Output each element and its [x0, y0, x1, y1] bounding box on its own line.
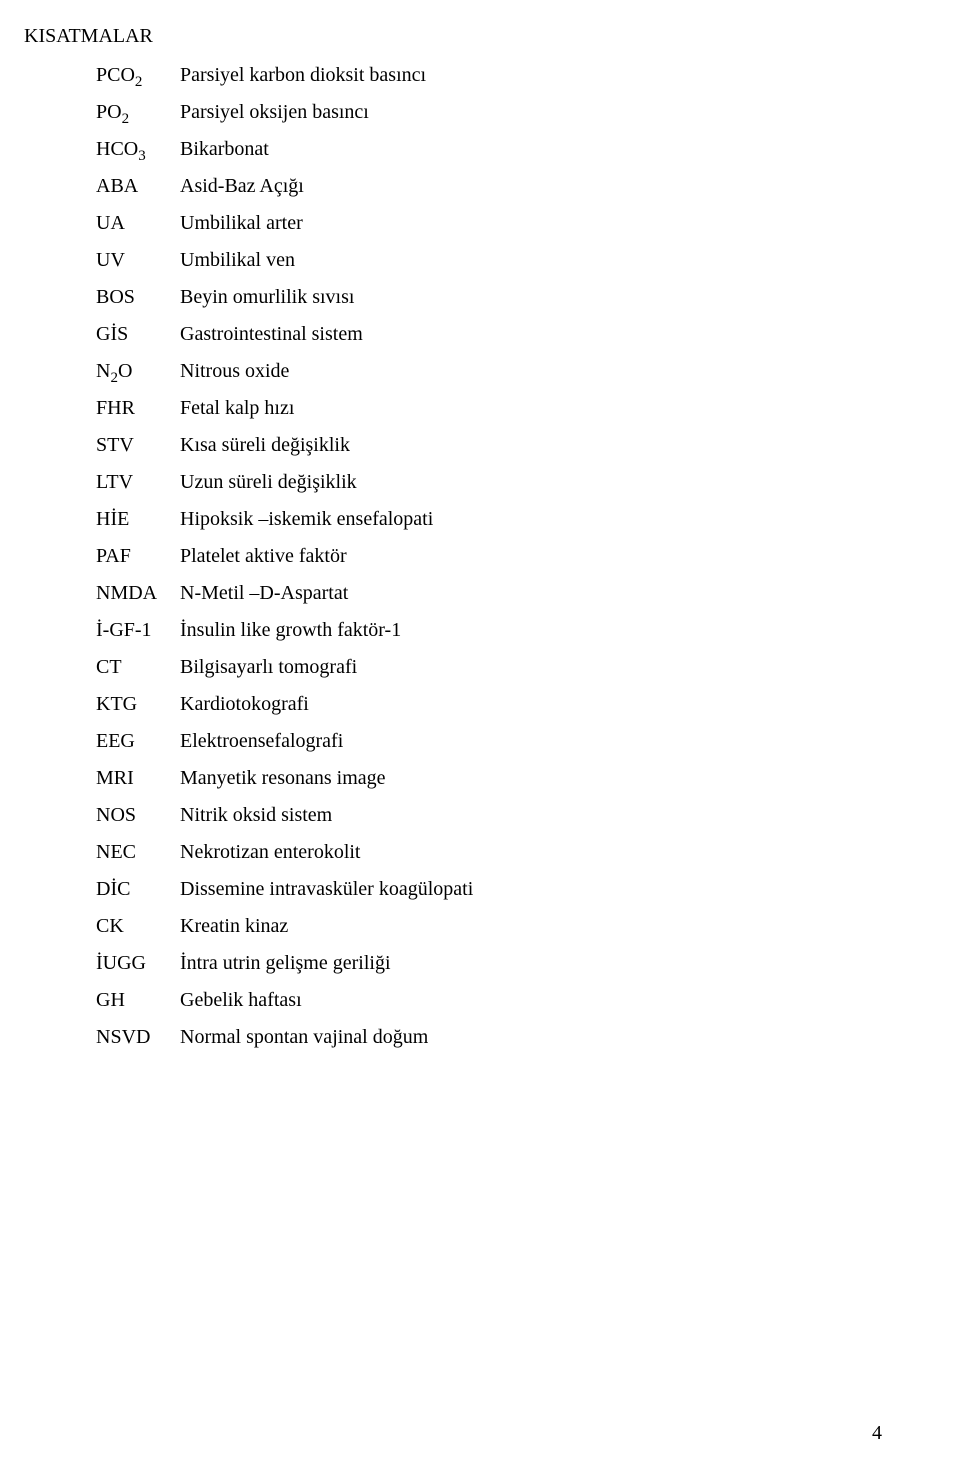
abbrev-description: Fetal kalp hızı	[180, 390, 294, 427]
abbrev-description: Parsiyel karbon dioksit basıncı	[180, 57, 426, 94]
abbrev-row: GHGebelik haftası	[96, 982, 900, 1019]
document-title: KISATMALAR	[24, 18, 900, 55]
abbrev-description: İnsulin like growth faktör-1	[180, 612, 401, 649]
abbrev-row: HİEHipoksik –iskemik ensefalopati	[96, 501, 900, 538]
abbrev-row: ABAAsid-Baz Açığı	[96, 168, 900, 205]
abbrev-row: NOSNitrik oksid sistem	[96, 797, 900, 834]
abbrev-row: BOSBeyin omurlilik sıvısı	[96, 279, 900, 316]
abbrev-row: PO2Parsiyel oksijen basıncı	[96, 94, 900, 131]
abbrev-description: Kardiotokografi	[180, 686, 309, 723]
abbrev-description: Elektroensefalografi	[180, 723, 343, 760]
abbrev-row: İUGGİntra utrin gelişme geriliği	[96, 945, 900, 982]
abbrev-description: Dissemine intravasküler koagülopati	[180, 871, 473, 908]
abbrev-description: İntra utrin gelişme geriliği	[180, 945, 391, 982]
abbrev-row: CKKreatin kinaz	[96, 908, 900, 945]
abbrev-description: Nitrous oxide	[180, 353, 289, 390]
abbrev-description: Umbilikal arter	[180, 205, 303, 242]
abbrev-code: DİC	[96, 871, 180, 908]
abbrev-code: EEG	[96, 723, 180, 760]
abbrev-description: Umbilikal ven	[180, 242, 295, 279]
abbrev-description: Kreatin kinaz	[180, 908, 288, 945]
abbrev-row: DİCDissemine intravasküler koagülopati	[96, 871, 900, 908]
abbrev-code: PCO2	[96, 57, 180, 94]
abbrev-code: ABA	[96, 168, 180, 205]
abbrev-description: Hipoksik –iskemik ensefalopati	[180, 501, 433, 538]
abbrev-code: CT	[96, 649, 180, 686]
abbrev-description: Gebelik haftası	[180, 982, 302, 1019]
abbrev-code: STV	[96, 427, 180, 464]
abbrev-description: Beyin omurlilik sıvısı	[180, 279, 354, 316]
abbrev-description: Manyetik resonans image	[180, 760, 386, 797]
abbrev-code: NSVD	[96, 1019, 180, 1056]
abbrev-row: NECNekrotizan enterokolit	[96, 834, 900, 871]
abbrev-code: N2O	[96, 353, 180, 390]
abbrev-code: İUGG	[96, 945, 180, 982]
abbrev-description: Parsiyel oksijen basıncı	[180, 94, 369, 131]
abbrev-row: PCO2Parsiyel karbon dioksit basıncı	[96, 57, 900, 94]
abbrev-row: UAUmbilikal arter	[96, 205, 900, 242]
abbrev-code: HCO3	[96, 131, 180, 168]
abbrev-code: UV	[96, 242, 180, 279]
abbrev-code: NEC	[96, 834, 180, 871]
abbrev-description: Nitrik oksid sistem	[180, 797, 332, 834]
abbrev-code: HİE	[96, 501, 180, 538]
abbrev-description: Platelet aktive faktör	[180, 538, 347, 575]
abbrev-code: FHR	[96, 390, 180, 427]
abbreviation-list: PCO2Parsiyel karbon dioksit basıncıPO2Pa…	[96, 57, 900, 1056]
abbrev-row: MRIManyetik resonans image	[96, 760, 900, 797]
abbrev-code: UA	[96, 205, 180, 242]
abbrev-code: PO2	[96, 94, 180, 131]
abbrev-row: STVKısa süreli değişiklik	[96, 427, 900, 464]
abbrev-description: Normal spontan vajinal doğum	[180, 1019, 428, 1056]
abbrev-row: GİSGastrointestinal sistem	[96, 316, 900, 353]
abbrev-row: FHRFetal kalp hızı	[96, 390, 900, 427]
abbrev-code: NOS	[96, 797, 180, 834]
abbrev-code: BOS	[96, 279, 180, 316]
abbrev-code: PAF	[96, 538, 180, 575]
abbrev-description: Uzun süreli değişiklik	[180, 464, 357, 501]
abbrev-row: İ-GF-1İnsulin like growth faktör-1	[96, 612, 900, 649]
abbrev-row: KTGKardiotokografi	[96, 686, 900, 723]
abbrev-code: MRI	[96, 760, 180, 797]
abbrev-code: İ-GF-1	[96, 612, 180, 649]
abbrev-description: Kısa süreli değişiklik	[180, 427, 350, 464]
abbrev-row: UVUmbilikal ven	[96, 242, 900, 279]
abbrev-description: Nekrotizan enterokolit	[180, 834, 361, 871]
abbrev-description: Bilgisayarlı tomografi	[180, 649, 357, 686]
abbrev-code: GH	[96, 982, 180, 1019]
abbrev-code: LTV	[96, 464, 180, 501]
abbrev-row: N2ONitrous oxide	[96, 353, 900, 390]
abbrev-description: Asid-Baz Açığı	[180, 168, 304, 205]
abbrev-code: KTG	[96, 686, 180, 723]
abbrev-row: NSVDNormal spontan vajinal doğum	[96, 1019, 900, 1056]
abbrev-code: NMDA	[96, 575, 180, 612]
abbrev-row: NMDAN-Metil –D-Aspartat	[96, 575, 900, 612]
abbrev-code: GİS	[96, 316, 180, 353]
page-number: 4	[872, 1415, 882, 1452]
abbrev-row: EEGElektroensefalografi	[96, 723, 900, 760]
abbrev-description: N-Metil –D-Aspartat	[180, 575, 348, 612]
abbrev-description: Bikarbonat	[180, 131, 269, 168]
abbrev-row: PAFPlatelet aktive faktör	[96, 538, 900, 575]
abbrev-row: CTBilgisayarlı tomografi	[96, 649, 900, 686]
abbrev-description: Gastrointestinal sistem	[180, 316, 363, 353]
abbrev-code: CK	[96, 908, 180, 945]
abbrev-row: LTVUzun süreli değişiklik	[96, 464, 900, 501]
abbrev-row: HCO3Bikarbonat	[96, 131, 900, 168]
